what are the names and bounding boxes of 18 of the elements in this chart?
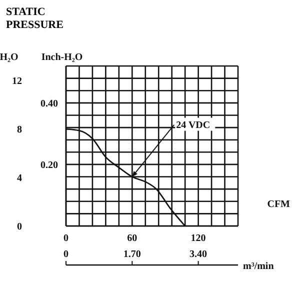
x2-tick-label: 1.70 [123,249,141,260]
y2-tick-label: 4 [17,173,22,184]
y-tick-label: 0.40 [40,98,58,110]
x-tick-label: 120 [190,233,206,244]
y2-tick-label: 0 [17,222,22,233]
annotation: 24 VDC [176,120,210,131]
y-tick-label: 0.20 [40,160,58,172]
x2-axis-title: m³/min [243,261,274,272]
y2-axis-title: H₂O [0,52,18,63]
x-axis-title: CFM [267,199,291,210]
x-tick-label: 60 [127,233,138,244]
x2-tick-label: 3.40 [190,249,208,260]
x-tick-label: 0 [64,233,68,244]
y2-tick-label: 12 [12,76,22,88]
y-axis-title: Inch-H₂O [41,52,83,63]
chart-title: STATIC PRESSURE [6,6,64,32]
y2-tick-label: 8 [17,124,22,136]
x2-tick-label: 0 [64,249,68,260]
